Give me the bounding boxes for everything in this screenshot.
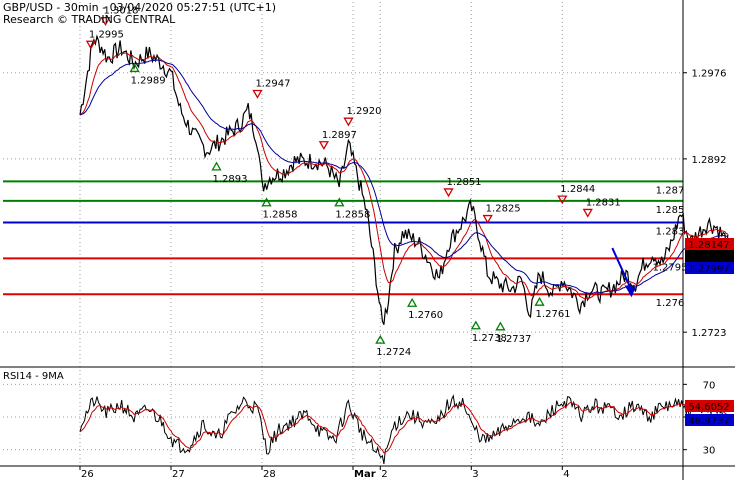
swing-high-label: 1.3018 xyxy=(103,6,138,17)
rsi-value-tag-label: 48.9737 xyxy=(688,416,729,427)
rsi-title: RSI14 - 9MA xyxy=(3,371,64,382)
swing-high-label: 1.2995 xyxy=(89,29,124,40)
swing-high-marker xyxy=(252,89,263,99)
swing-low-marker xyxy=(375,334,386,344)
swing-high-marker xyxy=(85,40,97,50)
rsi-value-tag-bg xyxy=(685,400,734,412)
swing-high-label: 1.2851 xyxy=(447,177,482,188)
price-tick-label: 1.2892 xyxy=(692,155,727,166)
price-tick-label: 1.2976 xyxy=(692,69,727,80)
swing-high-marker xyxy=(443,188,454,198)
swing-low-marker xyxy=(495,321,506,331)
swing-high-label: 1.2831 xyxy=(586,197,621,208)
grid-lines xyxy=(3,2,683,466)
level-label: 1.283 xyxy=(656,226,685,237)
level-label: 1.287 xyxy=(656,185,685,196)
swing-low-marker xyxy=(470,320,481,330)
swing-high-marker xyxy=(318,141,330,151)
swing-low-label: 1.2858 xyxy=(335,210,370,221)
swing-low-label: 1.2760 xyxy=(408,310,443,321)
day-tick-label: 2 xyxy=(381,469,387,480)
day-tick-label: Mar xyxy=(354,469,376,480)
rsi-tick-label: 30 xyxy=(703,446,716,457)
swing-low-label: 1.2858 xyxy=(263,210,298,221)
swing-high-marker xyxy=(557,195,568,205)
swing-low-label: 1.2724 xyxy=(376,347,411,358)
swing-low-marker xyxy=(407,297,418,307)
swing-markers: 1.2995 1.3018 1.2947 1.2920 1.2897 1.2851 1.28… xyxy=(85,6,636,358)
rsi-tick-label: 70 xyxy=(703,380,716,391)
swing-low-label: 1.2738 xyxy=(472,333,507,344)
forecast-arrow-head xyxy=(624,285,636,298)
swing-low-label: 1.2737 xyxy=(496,334,531,345)
chart-subtitle: Research © TRADING CENTRAL xyxy=(3,13,176,26)
swing-high-marker xyxy=(343,117,354,127)
swing-high-marker xyxy=(482,214,493,224)
swing-high-label: 1.2947 xyxy=(255,78,290,89)
forecast-arrow-shaft xyxy=(611,247,632,289)
price-tick-label: 1.2723 xyxy=(692,328,727,339)
price-tag-bg xyxy=(685,238,734,250)
swing-low-marker xyxy=(534,296,545,306)
swing-low-marker xyxy=(129,63,140,73)
swing-low-marker xyxy=(334,197,345,207)
chart-title: GBP/USD - 30min - 03/04/2020 05:27:51 (U… xyxy=(3,1,276,14)
price-series xyxy=(79,34,729,325)
rsi-value-tag-label: 54.6052 xyxy=(688,402,729,413)
day-tick-label: 3 xyxy=(472,469,478,480)
swing-high-label: 1.2825 xyxy=(486,204,521,215)
horizontal-levels: 1.287 1.285 1.283 1.2795 1.276 xyxy=(3,180,688,309)
price-tag-label: 1.2809 xyxy=(692,252,727,263)
swing-low-label: 1.2893 xyxy=(213,174,248,185)
swing-high-marker xyxy=(582,208,593,218)
day-tick-label: 28 xyxy=(263,469,276,480)
swing-low-marker xyxy=(211,161,222,171)
swing-low-label: 1.2761 xyxy=(536,309,571,320)
swing-low-label: 1.2989 xyxy=(131,75,166,86)
level-label: 1.285 xyxy=(656,205,685,216)
level-label: 1.276 xyxy=(656,298,685,309)
price-tag-label: 1.27997 xyxy=(688,264,729,275)
swing-high-label: 1.2844 xyxy=(560,184,595,195)
ma-slow-line xyxy=(79,59,728,294)
day-tick-label: 27 xyxy=(172,469,185,480)
rsi-ma-line xyxy=(79,401,729,454)
swing-high-label: 1.2920 xyxy=(346,106,381,117)
rsi-line xyxy=(79,394,729,464)
swing-high-marker xyxy=(100,17,111,26)
level-label: 1.2795 xyxy=(653,262,688,273)
rsi-value-tag-bg xyxy=(685,414,734,426)
day-tick-label: 4 xyxy=(563,469,569,480)
price-tag-bg xyxy=(685,250,734,262)
day-tick-label: 26 xyxy=(81,469,94,480)
ma-fast-line xyxy=(79,52,728,300)
price-tag-bg xyxy=(685,262,734,274)
price-line xyxy=(79,34,729,325)
price-tag-label: 1.28147 xyxy=(688,240,729,251)
swing-high-label: 1.2897 xyxy=(322,130,357,141)
swing-low-marker xyxy=(261,197,272,207)
